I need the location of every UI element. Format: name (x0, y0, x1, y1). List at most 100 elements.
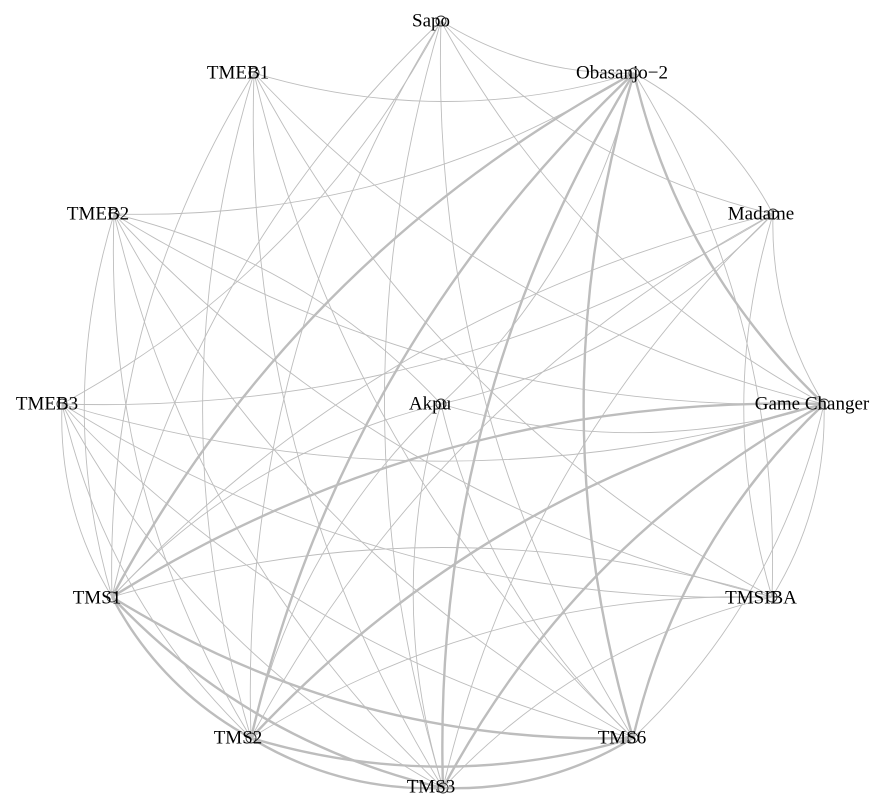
node-label-gamechanger: Game Changer (755, 394, 870, 415)
edge-tmeb1-gamechanger (253, 72, 825, 405)
edge-tmeb3-gamechanger (61, 403, 825, 462)
edge-tmeb2-tms1 (83, 213, 115, 598)
node-label-tms1: TMS1 (73, 588, 122, 609)
edge-gamechanger-tms2 (250, 402, 825, 739)
edge-madame-tmsiba (743, 213, 774, 598)
edge-obasanjo2-tms3 (441, 72, 636, 789)
edge-tms3-tms6 (442, 736, 634, 790)
node-marker-tmeb1 (248, 67, 260, 79)
node-gamechanger: Game Changer (755, 394, 870, 415)
edge-sapo-tms6 (439, 20, 634, 739)
edge-tms2-tms6 (250, 736, 634, 768)
edge-tmsiba-tms1 (111, 547, 773, 598)
node-label-tmsiba: TMSIBA (725, 588, 797, 609)
edge-tms6-gamechanger (632, 403, 825, 739)
edge-tmeb3-tms2 (61, 403, 252, 739)
edge-gamechanger-tms6 (631, 403, 825, 739)
node-label-tmeb3: TMEB3 (16, 394, 78, 415)
edge-sapo-gamechanger (440, 20, 825, 405)
node-tmsiba: TMSIBA (725, 588, 797, 609)
edge-tmeb3-tms1 (61, 403, 113, 598)
edge-akpu-tmeb2 (113, 213, 442, 405)
edge-tmeb1-tmsiba (253, 72, 773, 598)
edge-sapo-tms2 (249, 20, 442, 739)
edge-sapo-obasanjo2 (440, 20, 635, 74)
nodes-layer: Sapo Obasanjo−2 Madame Game Changer TMSIBA TM… (16, 11, 870, 798)
edge-sapo-madame (440, 20, 774, 215)
node-label-madame: Madame (728, 204, 794, 225)
edge-tmeb2-obasanjo2 (113, 72, 635, 215)
node-label-tmeb2: TMEB2 (67, 204, 129, 225)
edge-tms1-tms2 (110, 596, 252, 740)
node-tmeb3: TMEB3 (16, 394, 78, 415)
edge-tmeb2-gamechanger (113, 213, 825, 406)
node-tms2: TMS2 (214, 728, 263, 749)
node-tmeb2: TMEB2 (67, 204, 129, 225)
edge-tmsiba-tms2 (250, 596, 773, 739)
edge-tmeb3-tms6 (61, 403, 634, 739)
edge-madame-tms3 (442, 213, 774, 789)
edge-tmeb2-tms3 (113, 213, 444, 789)
node-marker-tms1 (106, 591, 118, 603)
node-sapo: Sapo (412, 11, 450, 32)
node-label-sapo: Sapo (412, 11, 450, 32)
node-tms1: TMS1 (73, 588, 122, 609)
node-tmeb1: TMEB1 (207, 63, 269, 84)
node-label-tms3: TMS3 (407, 777, 456, 798)
node-label-tmeb1: TMEB1 (207, 63, 269, 84)
edge-tms2-tms3 (250, 736, 444, 790)
edge-tmeb3-tmsiba (61, 403, 773, 598)
edge-sapo-tms1 (111, 20, 442, 598)
edge-tmeb3-sapo (61, 20, 442, 405)
node-label-tms6: TMS6 (598, 728, 647, 749)
node-marker-tms2 (245, 732, 257, 744)
edge-tmeb1-tms3 (252, 72, 444, 789)
edge-akpu-tms2 (250, 403, 442, 739)
node-marker-tmsiba (766, 591, 778, 603)
edge-gamechanger-tms1 (111, 402, 825, 599)
node-marker-tmeb2 (108, 208, 120, 220)
node-akpu: Akpu (409, 394, 452, 415)
edge-tms1-tms3 (111, 596, 444, 790)
edge-obasanjo2-tms2 (249, 72, 635, 739)
node-marker-gamechanger (818, 398, 830, 410)
edge-akpu-tms1 (111, 403, 442, 598)
edge-akpu-madame (440, 213, 774, 405)
edge-madame-tms2 (250, 213, 774, 739)
edge-tmeb1-tms2 (202, 72, 255, 739)
edge-akpu-tms6 (440, 403, 634, 739)
node-marker-sapo (435, 15, 447, 27)
node-marker-tms3 (437, 782, 449, 794)
edge-tmeb3-tms3 (61, 403, 444, 789)
node-marker-madame (767, 208, 779, 220)
edge-tms1-tms6 (111, 595, 634, 740)
edge-tmsiba-tms3 (442, 596, 773, 789)
edge-sapo-tms3 (384, 20, 444, 789)
node-label-tms2: TMS2 (214, 728, 263, 749)
edge-akpu-obasanjo2 (440, 72, 635, 405)
edge-obasanjo2-gamechanger (632, 72, 825, 405)
edge-tmeb1-tms1 (111, 72, 255, 598)
edge-tmeb1-obasanjo2 (253, 72, 635, 102)
edge-tmeb1-tms6 (253, 72, 634, 739)
edge-tmsiba-obasanjo2 (633, 72, 773, 598)
edge-tmeb2-tms2 (112, 213, 252, 739)
edge-tmeb2-tms6 (113, 213, 634, 739)
node-marker-tmeb3 (56, 398, 68, 410)
node-marker-tms6 (627, 732, 639, 744)
edge-akpu-gamechanger (440, 403, 825, 434)
edge-tmeb2-tmsiba (113, 213, 773, 598)
node-tms6: TMS6 (598, 728, 647, 749)
edge-tmeb3-madame (61, 213, 774, 406)
edge-obasanjo2-tms1 (110, 71, 635, 598)
node-marker-akpu (435, 398, 447, 410)
edge-madame-gamechanger (772, 213, 825, 405)
node-label-obasanjo2: Obasanjo−2 (576, 63, 668, 84)
node-madame: Madame (728, 204, 794, 225)
edge-madame-obasanjo2 (633, 72, 774, 215)
node-marker-obasanjo2 (628, 67, 640, 79)
node-obasanjo2: Obasanjo−2 (576, 63, 668, 84)
edge-obasanjo2-tms6 (582, 72, 636, 739)
node-tms3: TMS3 (407, 777, 456, 798)
